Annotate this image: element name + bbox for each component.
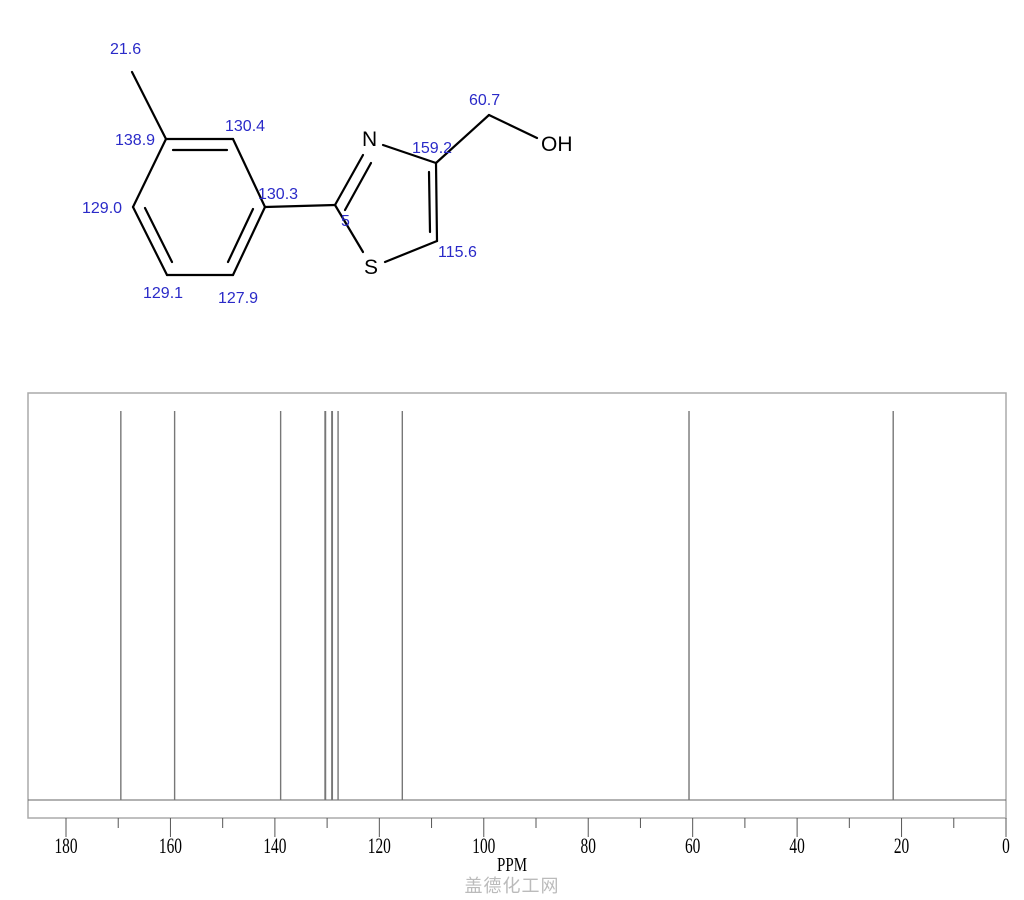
shift-label: 130.4 xyxy=(225,118,266,135)
bond xyxy=(143,206,174,264)
watermark: 盖德化工网 xyxy=(464,876,560,897)
x-tick-label: 20 xyxy=(894,834,909,858)
bond xyxy=(381,143,438,165)
bond xyxy=(383,239,439,264)
shift-label: 138.9 xyxy=(115,132,156,149)
x-tick-label: 80 xyxy=(581,834,596,858)
bond xyxy=(226,207,255,264)
atom-nitrogen: N xyxy=(362,128,378,151)
x-tick-label: 100 xyxy=(472,834,495,858)
bond xyxy=(231,137,267,209)
bond xyxy=(131,205,169,277)
shift-label: 129.0 xyxy=(82,200,123,217)
atom-sulfur: S xyxy=(364,256,379,279)
x-tick-label: 140 xyxy=(263,834,286,858)
x-tick-label: 180 xyxy=(54,834,77,858)
bond xyxy=(333,153,365,207)
shift-label: 127.9 xyxy=(218,290,259,307)
bond xyxy=(131,137,168,209)
molecule-structure xyxy=(130,70,539,277)
bond xyxy=(434,161,439,243)
bond xyxy=(333,203,365,254)
x-tick-label: 120 xyxy=(368,834,391,858)
x-tick-label: 60 xyxy=(685,834,700,858)
shift-label: 21.6 xyxy=(110,41,142,58)
bond xyxy=(231,205,267,277)
bond xyxy=(427,170,432,234)
x-tick-label: 160 xyxy=(159,834,182,858)
shift-label: 129.1 xyxy=(143,285,184,302)
shift-label: 130.3 xyxy=(258,186,299,203)
bond xyxy=(343,161,373,212)
shift-label: 5 xyxy=(341,213,350,230)
x-tick-label: 40 xyxy=(789,834,804,858)
x-axis-label: PPM xyxy=(496,854,528,876)
shift-label: 159.2 xyxy=(412,140,453,157)
plot-frame xyxy=(27,392,1007,819)
bond xyxy=(434,113,491,165)
atom-hydroxyl: OH xyxy=(541,133,573,156)
shift-label: 60.7 xyxy=(469,92,501,109)
x-tick-label: 0 xyxy=(1002,834,1010,858)
bond xyxy=(487,113,539,140)
bond xyxy=(263,203,337,209)
shift-label: 115.6 xyxy=(438,244,477,261)
bond xyxy=(130,70,168,141)
